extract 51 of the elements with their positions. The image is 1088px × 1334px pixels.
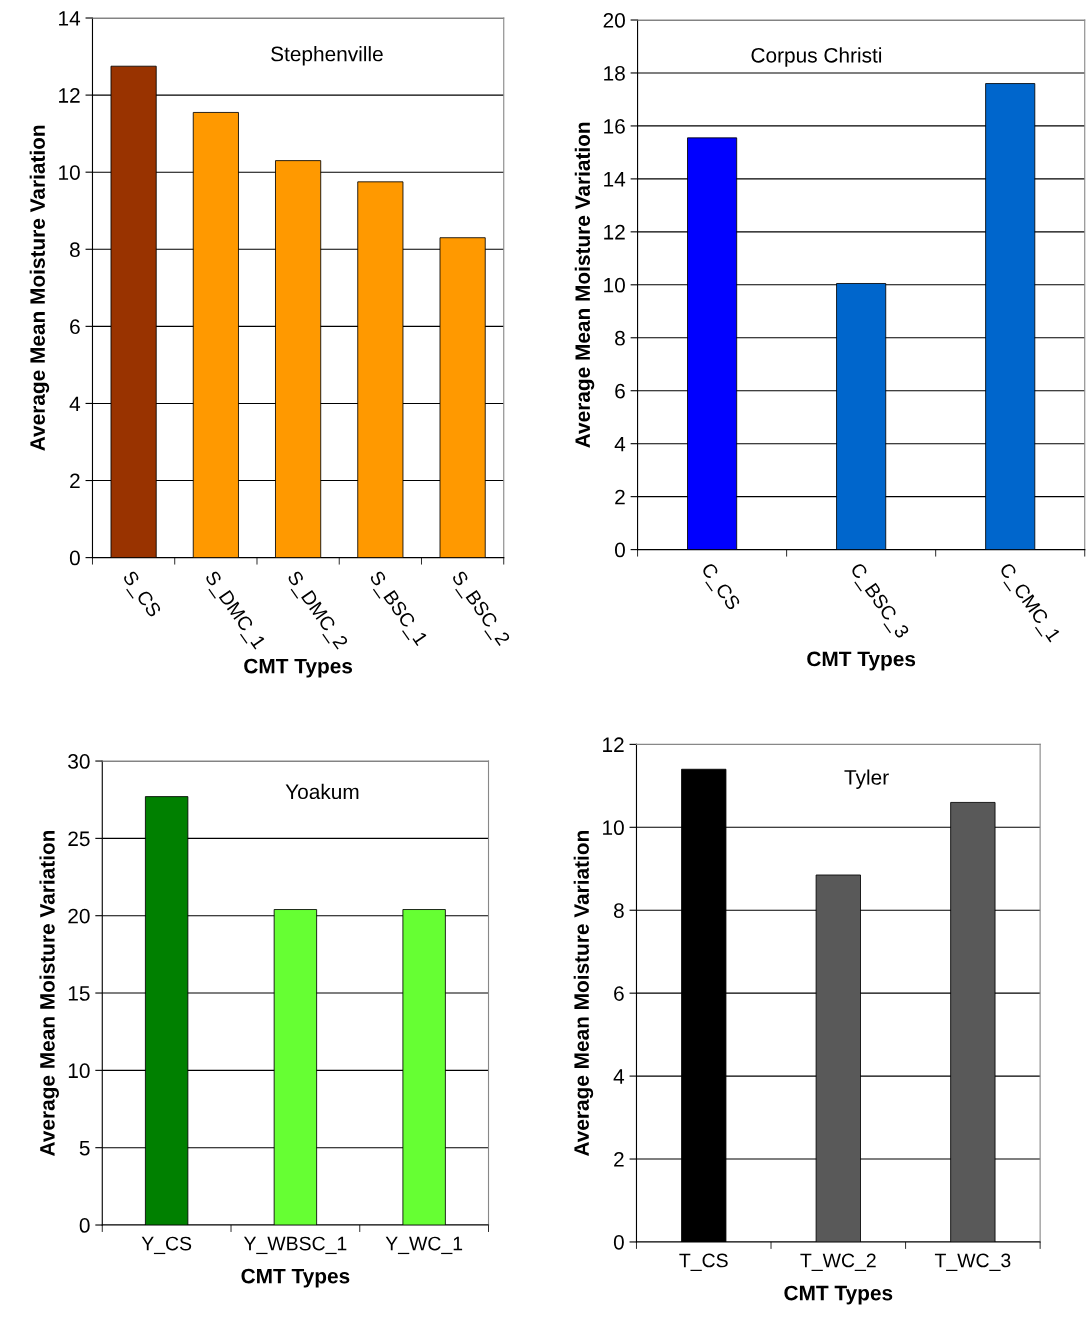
x-tick-label: Y_WBSC_1	[243, 1236, 347, 1255]
y-tick-label: 0	[614, 542, 625, 558]
y-tick-label: 20	[68, 908, 90, 924]
y-tick-label: 4	[614, 436, 626, 452]
y-tick-label: 16	[604, 118, 625, 134]
y-tick-label: 10	[68, 1063, 90, 1079]
y-tick-label: 2	[615, 489, 625, 505]
text: Stephenville	[271, 46, 383, 66]
y-tick-label: 10	[59, 165, 80, 180]
y-axis-title: Average Mean Moisture Variation	[574, 122, 595, 448]
y-tick-label: 8	[613, 903, 624, 918]
x-tick-label: T_WC_2	[800, 1253, 876, 1272]
y-tick-label: 0	[613, 1234, 624, 1250]
y-tick-label: 12	[59, 88, 80, 103]
y-tick-label: 14	[604, 172, 626, 187]
y-tick-label: 5	[79, 1140, 90, 1156]
text: Tyler	[844, 769, 889, 789]
x-tick-label: Y_WC_1	[385, 1236, 463, 1255]
y-tick-label: 25	[68, 831, 90, 847]
y-tick-label: 2	[70, 473, 80, 489]
y-tick-label: 15	[68, 986, 90, 1001]
x-tick-label: Y_CS	[141, 1236, 192, 1255]
y-tick-label: 8	[615, 330, 625, 346]
y-tick-label: 2	[614, 1152, 624, 1167]
y-tick-label: 12	[604, 224, 625, 240]
y-tick-label: 14	[59, 11, 81, 26]
y-tick-label: 6	[70, 319, 80, 335]
y-tick-label: 10	[603, 820, 624, 836]
y-tick-label: 20	[603, 13, 625, 28]
y-tick-label: 8	[69, 242, 80, 258]
text: Yoakum	[285, 783, 359, 800]
y-axis-title: Average Mean Moisture Variation	[39, 830, 59, 1156]
y-tick-label: 0	[69, 550, 80, 566]
y-tick-label: 10	[604, 277, 625, 293]
y-axis-title: Average Mean Moisture Variation	[29, 125, 50, 451]
x-axis-title: CMT Types	[241, 1268, 350, 1288]
text: Corpus Christi	[751, 47, 882, 67]
y-axis-title: Average Mean Moisture Variation	[573, 831, 594, 1157]
x-axis-title: CMT Types	[784, 1285, 893, 1305]
y-tick-label: 0	[79, 1218, 90, 1233]
x-tick-label: T_WC_3	[934, 1253, 1011, 1272]
x-axis-title: CMT Types	[244, 658, 353, 678]
y-tick-label: 12	[603, 737, 624, 752]
y-tick-label: 6	[614, 986, 624, 1001]
y-tick-label: 6	[615, 383, 625, 399]
x-tick-label: T_CS	[679, 1253, 728, 1272]
y-tick-label: 4	[613, 1069, 625, 1084]
y-tick-label: 18	[604, 65, 625, 81]
x-axis-title: CMT Types	[807, 651, 916, 671]
y-tick-label: 30	[68, 754, 90, 769]
y-tick-label: 4	[69, 396, 81, 411]
